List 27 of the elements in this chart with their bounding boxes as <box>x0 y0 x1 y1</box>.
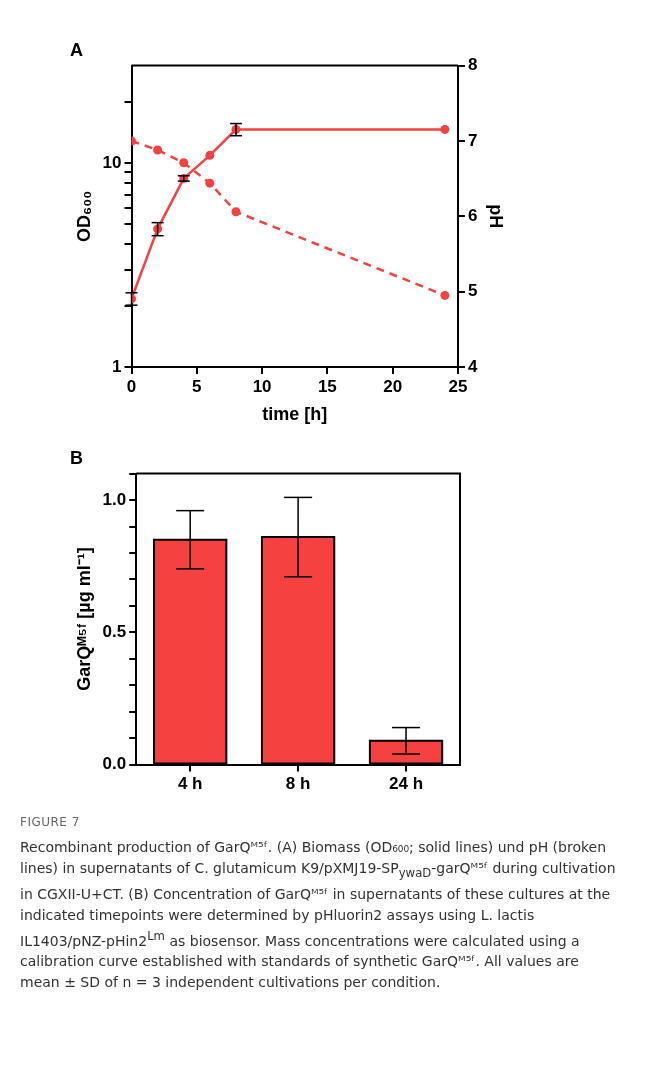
x-tick-label: 0 <box>126 376 137 396</box>
x-tick-label: 15 <box>317 376 337 396</box>
y-tick-label: 0.0 <box>102 754 127 774</box>
y2-axis-title: pH <box>486 204 507 229</box>
x-tick-label: 20 <box>383 376 403 396</box>
x-tick-label: 10 <box>252 376 272 396</box>
chart-title: A <box>70 39 83 60</box>
y-axis-title: GarQᴹ⁵ᶠ [µg ml⁻¹] <box>73 547 94 691</box>
text: Recombinant production of GarQᴹ⁵ᶠ. (A) Biomass (OD₆₀₀; solid lines) und pH (broken lines) in supernatants of C. glutamicum K9/pXMJ19-SP$_{ywaD}$-garQᴹ⁵ᶠ during cultivation in CGXII-U+CT. (B) Concentration of GarQᴹ⁵ᶠ in supernatants of these cultures at the indicated timepoints were determined by pHluorin2 assays using L. lactis IL1403/pNZ-pHin2$^{Lm}$ as biosensor. Mass concentrations were calculated using a calibration curve established with standards of synthetic GarQᴹ⁵ᶠ. All values are mean ± SD of n = 3 independent cultivations per condition. <box>20 839 616 991</box>
y2-tick-label: 4 <box>467 356 478 376</box>
y-tick-label: 0.5 <box>102 622 127 642</box>
x-tick-label: 24 h <box>389 774 424 794</box>
x-tick-label: 5 <box>192 376 202 396</box>
y2-tick-label: 5 <box>467 281 478 301</box>
x-tick-label: 8 h <box>285 774 311 794</box>
x-tick-label: 4 h <box>177 774 203 794</box>
y2-tick-label: 8 <box>467 55 478 75</box>
y-axis-title: OD₆₀₀ <box>73 190 94 242</box>
y-tick-label: 1 <box>112 356 122 376</box>
chart-title: B <box>70 447 83 468</box>
caption: FIGURE 7 <box>20 814 81 831</box>
y-tick-label: 10 <box>102 152 122 172</box>
x-tick-label: 25 <box>448 376 468 396</box>
y-tick-label: 1.0 <box>102 489 127 509</box>
x-axis-title: time [h] <box>262 404 328 425</box>
y2-tick-label: 6 <box>467 205 478 225</box>
y2-tick-label: 7 <box>467 130 478 150</box>
